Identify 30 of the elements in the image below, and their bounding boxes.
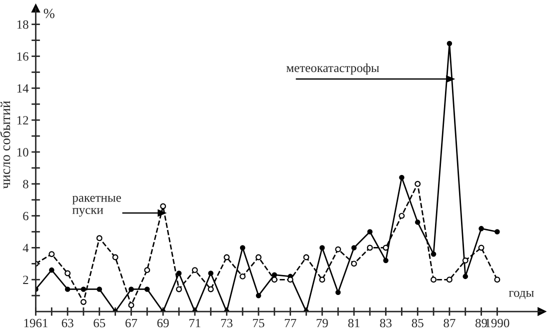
x-tick-label: 71 bbox=[189, 318, 200, 328]
x-tick-label: 1990 bbox=[486, 318, 510, 328]
x-tick-label: 87 bbox=[444, 318, 456, 328]
x-tick-label: 83 bbox=[380, 318, 392, 328]
x-axis-title: годы bbox=[508, 290, 534, 300]
x-tick-label: 85 bbox=[412, 318, 424, 328]
x-tick-label: 1961 bbox=[24, 318, 48, 328]
y-tick-label: 6 bbox=[23, 212, 28, 220]
y-tick-label: 16 bbox=[17, 52, 28, 61]
annotation: метеокатастрофы bbox=[286, 63, 380, 75]
x-tick-label: 65 bbox=[94, 318, 106, 328]
annotation: % bbox=[44, 8, 54, 18]
y-axis-title: число событий bbox=[0, 100, 10, 189]
x-tick-label: 79 bbox=[316, 318, 328, 328]
y-tick-label: 12 bbox=[17, 116, 28, 124]
x-tick-label: 81 bbox=[348, 318, 360, 328]
y-tick-label: 8 bbox=[23, 180, 28, 188]
x-tick-label: 67 bbox=[126, 318, 138, 328]
x-tick-label: 75 bbox=[253, 318, 264, 328]
x-tick-label: 77 bbox=[284, 318, 296, 328]
x-tick-label: 89 bbox=[476, 318, 488, 328]
y-tick-label: 18 bbox=[17, 20, 28, 29]
y-tick-label: 2 bbox=[23, 276, 28, 284]
x-tick-label: 69 bbox=[157, 318, 169, 328]
x-tick-label: 63 bbox=[62, 318, 74, 328]
y-tick-label: 14 bbox=[17, 84, 29, 92]
annotation: ракетные пуски bbox=[72, 196, 121, 217]
y-tick-label: 4 bbox=[22, 244, 29, 252]
x-tick-label: 73 bbox=[221, 318, 232, 328]
y-tick-label: 10 bbox=[17, 148, 28, 156]
